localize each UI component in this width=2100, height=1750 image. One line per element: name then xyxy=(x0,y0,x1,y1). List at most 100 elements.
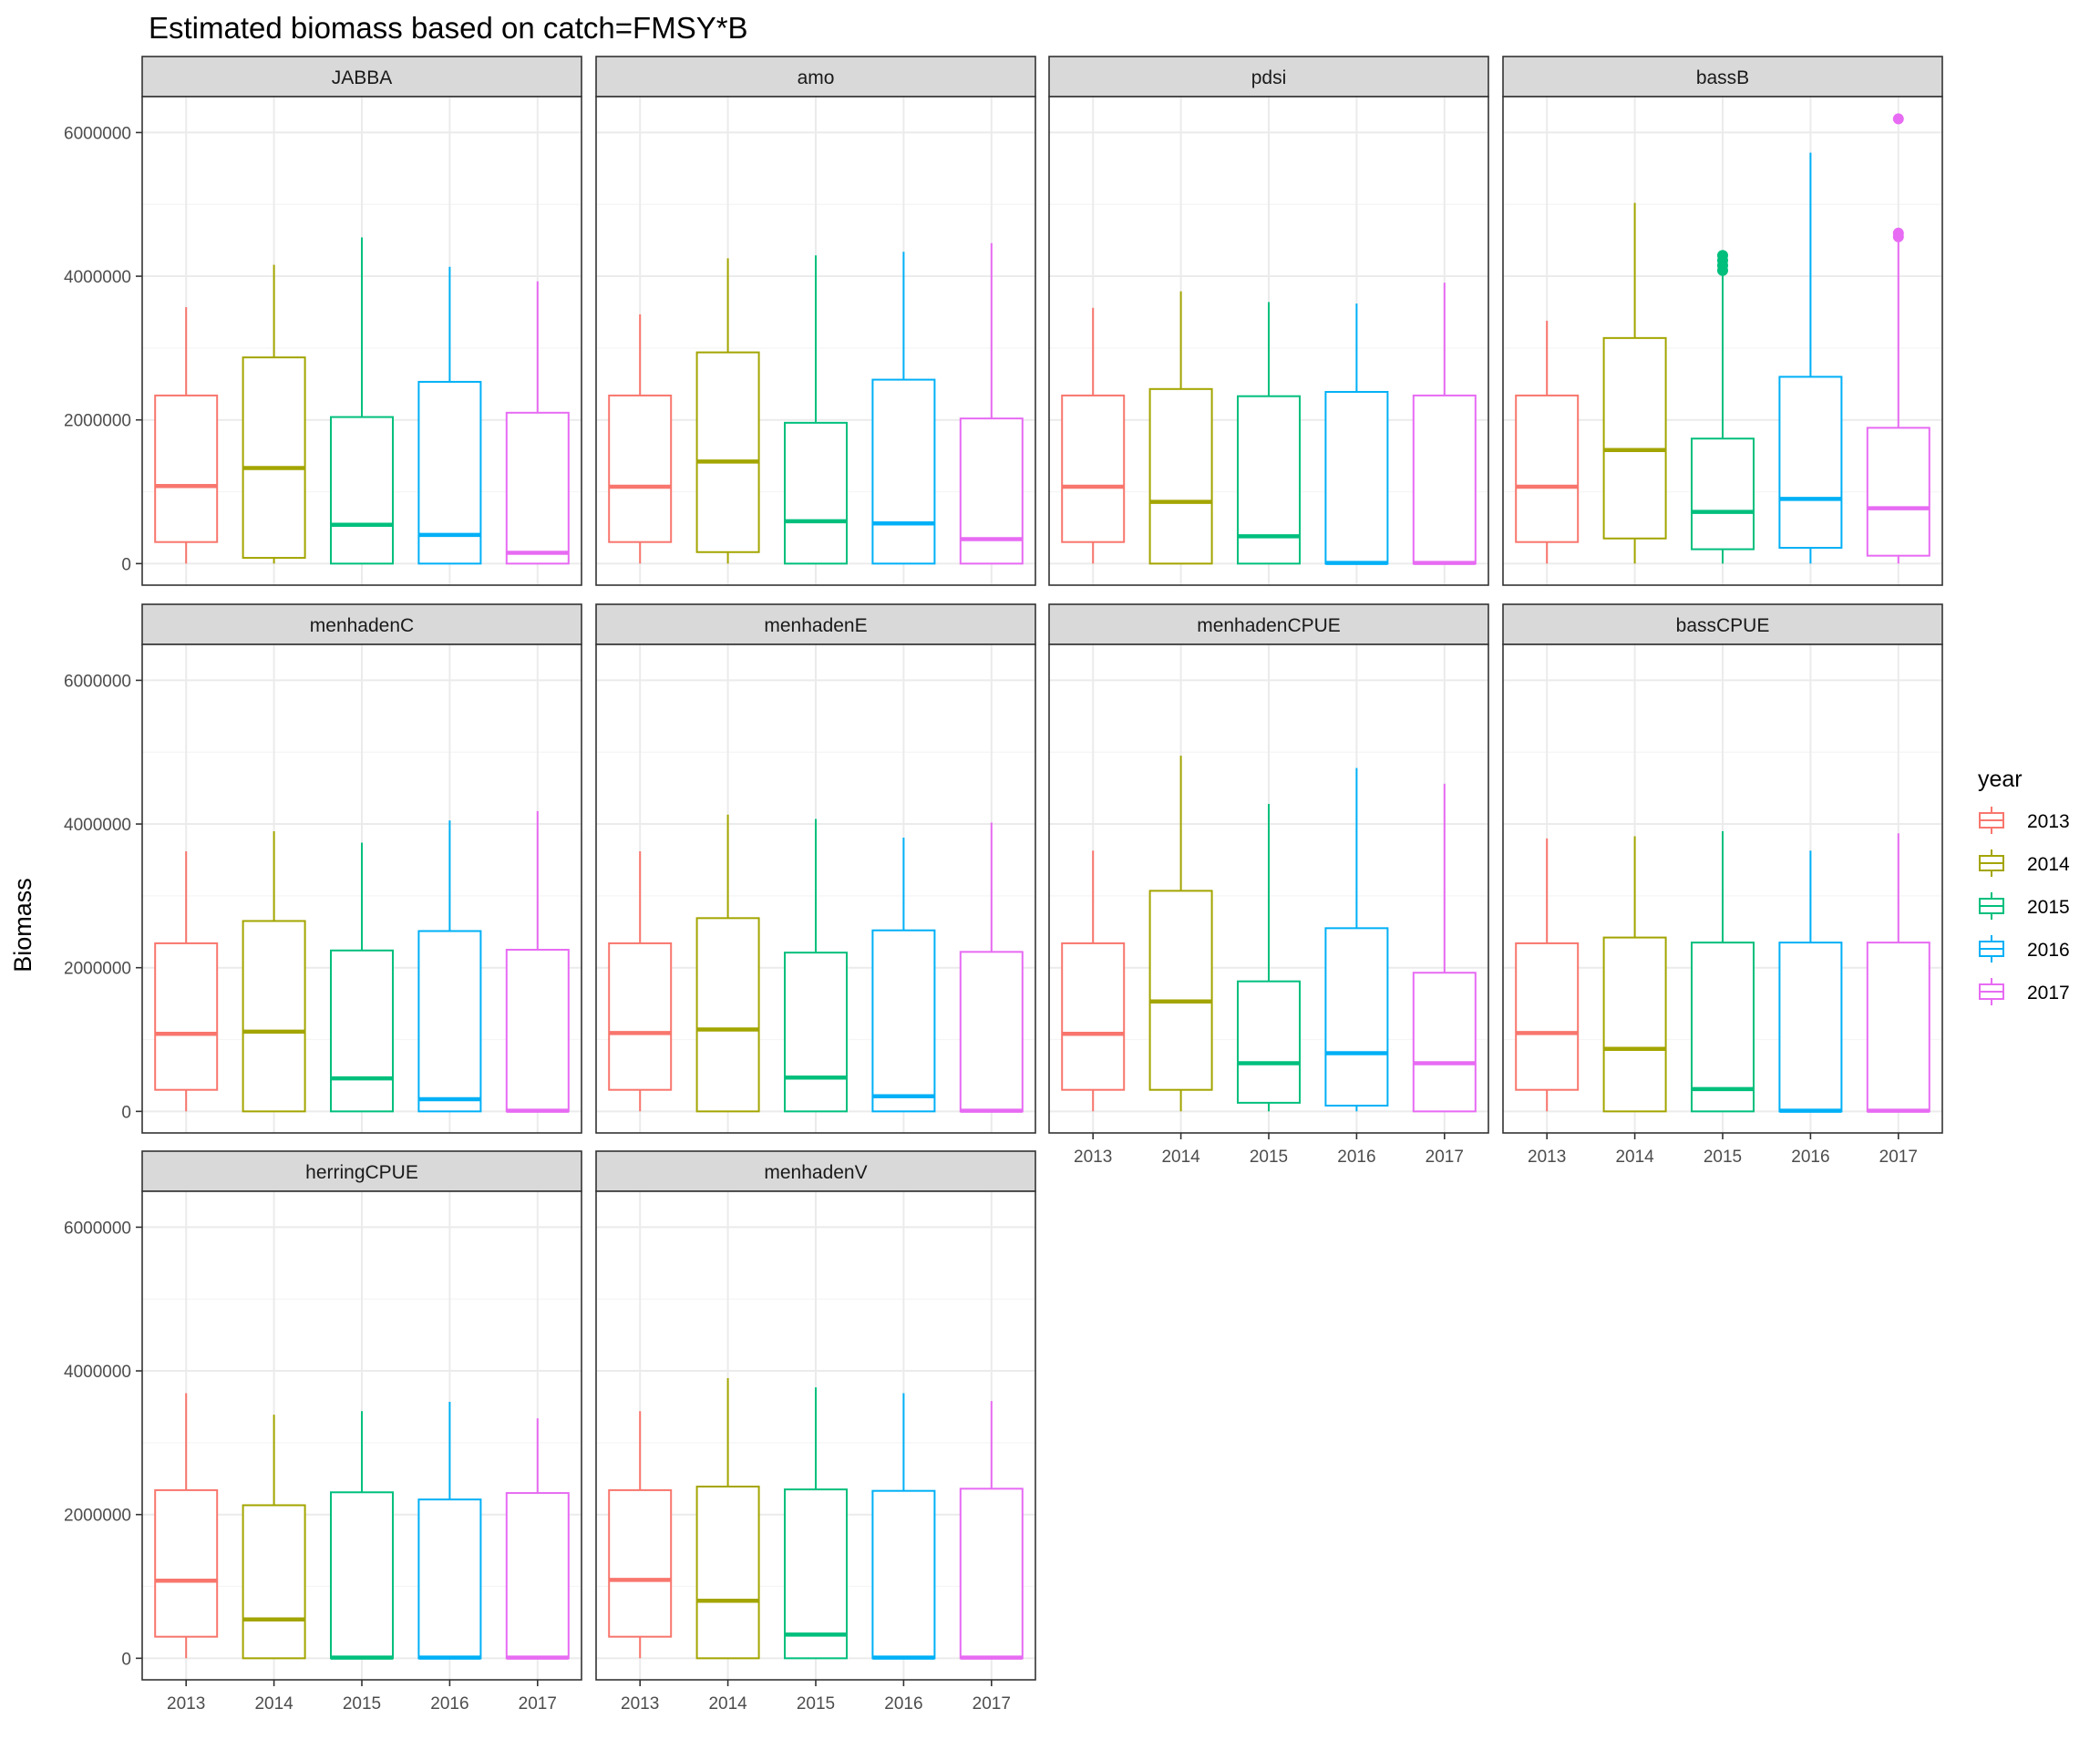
legend-item-2014: 2014 xyxy=(1976,848,2070,879)
boxplot-2017 xyxy=(959,242,1024,565)
box-iqr xyxy=(1237,395,1301,565)
x-tick-label: 2013 xyxy=(621,1694,659,1714)
facet-strip-label: amo xyxy=(798,67,835,88)
legend-item-2013: 2013 xyxy=(1976,805,2070,836)
box-iqr xyxy=(330,416,394,565)
x-tick-label: 2016 xyxy=(1337,1148,1375,1167)
boxplot-2014 xyxy=(242,264,306,564)
boxplot-2013 xyxy=(154,306,219,564)
facet-panels: JABBA 0 2000000 4000000 6000000 amo pdsi bassB m… xyxy=(64,56,1943,1714)
box-iqr xyxy=(1866,427,1930,557)
x-tick-label: 2014 xyxy=(254,1694,293,1714)
x-tick-label: 2015 xyxy=(1704,1148,1742,1167)
x-tick-label: 2013 xyxy=(167,1694,205,1714)
boxplot-2016 xyxy=(1324,304,1389,565)
y-tick-label: 2000000 xyxy=(64,1507,131,1526)
x-tick-label: 2015 xyxy=(797,1694,835,1714)
boxplot-2017 xyxy=(505,281,570,565)
facet-strip xyxy=(1048,56,1489,98)
box-iqr xyxy=(1602,936,1667,1113)
x-tick-label: 2014 xyxy=(1161,1148,1200,1167)
facet-strip-label: menhadenC xyxy=(310,615,414,636)
box-iqr xyxy=(1412,972,1477,1113)
legend-item-2017: 2017 xyxy=(1976,976,2070,1007)
x-tick-label: 2017 xyxy=(1426,1148,1464,1167)
box-iqr xyxy=(1148,890,1213,1091)
boxplot-2014 xyxy=(695,258,760,564)
legend-label: 2015 xyxy=(2027,897,2070,918)
box-iqr xyxy=(608,394,673,543)
boxplot-2013 xyxy=(154,1393,219,1659)
panel-border xyxy=(595,643,1036,1134)
outlier-point xyxy=(1892,113,1904,125)
facet-panel: herringCPUE 0 2000000 4000000 6000000 2013 201… xyxy=(64,1150,582,1714)
boxplot-2014 xyxy=(695,1377,760,1660)
boxplot-2014 xyxy=(1148,291,1213,565)
box-iqr xyxy=(608,1488,673,1638)
boxplot-2013 xyxy=(608,314,673,564)
boxplot-2017 xyxy=(1412,783,1477,1113)
box-iqr xyxy=(1515,394,1580,543)
legend-item-2015: 2015 xyxy=(1976,890,2070,921)
outlier-point xyxy=(1717,250,1728,262)
facet-strip xyxy=(141,1150,582,1192)
box-iqr xyxy=(1324,390,1389,565)
facet-panel: bassCPUE 2013 2014 2015 2016 2017 xyxy=(1502,603,1943,1167)
box-iqr xyxy=(959,1488,1024,1660)
box-iqr xyxy=(154,1488,219,1638)
box-iqr xyxy=(1602,336,1667,540)
box-iqr xyxy=(1148,387,1213,565)
x-tick-label: 2013 xyxy=(1074,1148,1112,1167)
facet-strip-label: bassCPUE xyxy=(1676,615,1770,636)
x-tick-label: 2016 xyxy=(884,1694,922,1714)
box-iqr xyxy=(1691,438,1755,551)
box-iqr xyxy=(1237,980,1301,1104)
facet-strip-label: bassB xyxy=(1696,67,1749,88)
panel-border xyxy=(1502,96,1943,586)
boxplot-2013 xyxy=(1061,850,1126,1112)
panel-border xyxy=(141,643,582,1134)
boxplot-2017 xyxy=(1412,283,1477,565)
y-tick-label: 0 xyxy=(121,1103,131,1122)
y-tick-label: 6000000 xyxy=(64,1219,131,1238)
box-iqr xyxy=(608,942,673,1091)
box-iqr xyxy=(505,411,570,565)
box-iqr xyxy=(242,920,306,1113)
y-tick-label: 0 xyxy=(121,1650,131,1669)
box-iqr xyxy=(1778,942,1843,1113)
facet-strip-label: pdsi xyxy=(1251,67,1287,88)
facet-strip-label: menhadenCPUE xyxy=(1197,615,1341,636)
box-iqr xyxy=(154,942,219,1091)
panel-border xyxy=(595,96,1036,586)
boxplot-2015 xyxy=(1691,830,1755,1113)
box-iqr xyxy=(1061,394,1126,543)
boxplot-2015 xyxy=(330,237,394,565)
panel-border xyxy=(141,96,582,586)
legend-item-2016: 2016 xyxy=(1976,933,2070,964)
boxplot-2013 xyxy=(608,1411,673,1659)
box-iqr xyxy=(1324,927,1389,1107)
y-tick-label: 4000000 xyxy=(64,816,131,835)
facet-panel: amo xyxy=(595,56,1036,586)
box-iqr xyxy=(154,394,219,543)
facet-strip xyxy=(141,56,582,98)
box-iqr xyxy=(695,917,760,1113)
x-tick-label: 2016 xyxy=(430,1694,468,1714)
boxplot-2017 xyxy=(505,1418,570,1660)
box-iqr xyxy=(417,930,482,1113)
boxplot-2014 xyxy=(1602,836,1667,1113)
boxplot-2017 xyxy=(1866,113,1930,564)
box-iqr xyxy=(1412,394,1477,565)
legend-label: 2013 xyxy=(2027,811,2070,832)
box-iqr xyxy=(417,1498,482,1660)
boxplot-2014 xyxy=(242,830,306,1113)
boxplot-2014 xyxy=(1148,756,1213,1112)
x-tick-label: 2014 xyxy=(1615,1148,1654,1167)
facet-strip-label: menhadenE xyxy=(764,615,867,636)
facet-strip xyxy=(141,603,582,645)
box-iqr xyxy=(1866,942,1930,1113)
facet-panel: bassB xyxy=(1502,56,1943,586)
box-iqr xyxy=(1515,942,1580,1091)
facet-panel: menhadenCPUE 2013 2014 2015 2016 2017 xyxy=(1048,603,1489,1167)
boxplot-2015 xyxy=(784,255,848,565)
